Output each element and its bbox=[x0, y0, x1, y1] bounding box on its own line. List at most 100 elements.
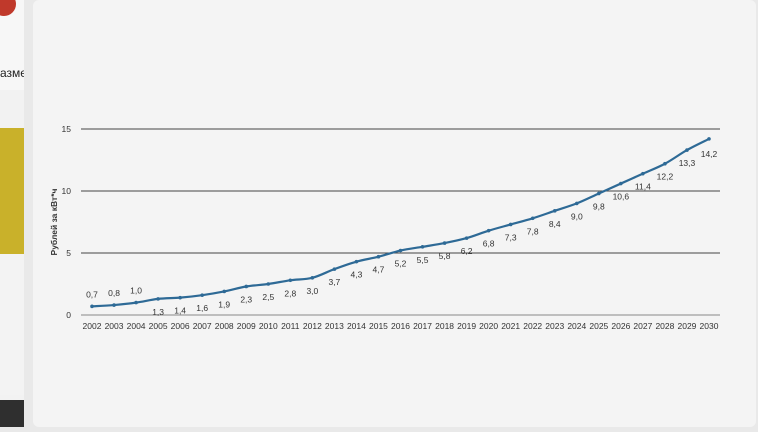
x-tick-label: 2011 bbox=[281, 321, 300, 331]
data-point bbox=[90, 304, 94, 309]
data-label: 3,0 bbox=[306, 286, 318, 296]
data-point bbox=[508, 222, 513, 227]
data-label: 1,3 bbox=[152, 307, 164, 317]
data-label: 7,8 bbox=[527, 226, 539, 236]
background-avatar bbox=[0, 0, 16, 16]
x-tick-label: 2023 bbox=[545, 321, 564, 331]
data-label: 6,2 bbox=[461, 246, 473, 256]
data-point bbox=[685, 148, 689, 152]
y-tick-label: 10 bbox=[62, 186, 72, 196]
x-tick-label: 2018 bbox=[435, 321, 454, 331]
y-tick-label: 5 bbox=[66, 248, 71, 258]
data-point bbox=[156, 297, 160, 301]
data-point bbox=[420, 245, 425, 249]
background-yellow-block bbox=[0, 128, 24, 254]
data-point bbox=[112, 303, 116, 307]
data-point bbox=[619, 181, 623, 186]
data-point bbox=[222, 289, 227, 294]
data-label: 3,7 bbox=[328, 277, 340, 287]
y-tick-label: 0 bbox=[66, 310, 71, 320]
x-tick-label: 2029 bbox=[678, 321, 697, 331]
data-label: 0,7 bbox=[86, 289, 98, 299]
x-tick-label: 2020 bbox=[479, 321, 498, 331]
data-label: 13,3 bbox=[679, 158, 696, 168]
data-point bbox=[376, 254, 381, 259]
data-point bbox=[266, 282, 271, 286]
data-label: 10,6 bbox=[613, 192, 630, 202]
x-tick-label: 2004 bbox=[127, 321, 146, 331]
data-point bbox=[663, 161, 667, 166]
x-tick-label: 2013 bbox=[325, 321, 344, 331]
data-point bbox=[597, 191, 601, 196]
data-label: 8,4 bbox=[549, 219, 561, 229]
x-tick-label: 2014 bbox=[347, 321, 366, 331]
data-label: 5,2 bbox=[395, 259, 407, 269]
data-point bbox=[200, 293, 204, 297]
x-tick-label: 2027 bbox=[633, 321, 652, 331]
x-tick-label: 2002 bbox=[83, 321, 102, 331]
background-text-fragment: азме bbox=[0, 66, 24, 80]
data-label: 0,8 bbox=[108, 288, 120, 298]
x-tick-label: 2019 bbox=[457, 321, 476, 331]
data-label: 2,8 bbox=[284, 288, 296, 298]
data-point bbox=[310, 276, 315, 280]
data-point bbox=[486, 228, 491, 233]
data-label: 11,4 bbox=[635, 182, 651, 192]
data-label: 7,3 bbox=[505, 232, 517, 242]
x-tick-label: 2003 bbox=[105, 321, 124, 331]
data-point bbox=[288, 278, 293, 283]
data-point bbox=[707, 137, 711, 141]
x-tick-label: 2008 bbox=[215, 321, 234, 331]
y-tick-label: 15 bbox=[62, 124, 72, 134]
data-label: 9,8 bbox=[593, 201, 605, 211]
x-tick-label: 2024 bbox=[567, 321, 586, 331]
x-tick-label: 2022 bbox=[523, 321, 542, 331]
series-line bbox=[91, 137, 710, 308]
data-point bbox=[134, 300, 138, 305]
x-tick-label: 2030 bbox=[700, 321, 719, 331]
data-label: 2,3 bbox=[240, 294, 252, 304]
x-tick-label: 2015 bbox=[369, 321, 388, 331]
data-label: 9,0 bbox=[571, 211, 583, 221]
data-point bbox=[354, 259, 359, 264]
data-label: 1,0 bbox=[130, 286, 142, 296]
data-label: 12,2 bbox=[657, 172, 674, 182]
data-label: 4,7 bbox=[373, 265, 385, 275]
data-point bbox=[552, 209, 557, 213]
data-label: 14,2 bbox=[701, 149, 718, 159]
data-point bbox=[178, 295, 182, 300]
data-label: 6,8 bbox=[483, 239, 495, 249]
data-label: 4,3 bbox=[351, 270, 363, 280]
data-point bbox=[244, 284, 249, 289]
y-axis-label: Рублей за кВт*ч bbox=[49, 188, 59, 255]
data-point bbox=[464, 236, 469, 240]
x-tick-label: 2016 bbox=[391, 321, 410, 331]
background-table-block bbox=[0, 260, 24, 395]
background-dark-block bbox=[0, 400, 24, 427]
data-point bbox=[332, 267, 337, 271]
data-point bbox=[398, 248, 403, 253]
chart-card: 0 5 10 15 2002 2003 2004 2005 2006 2007 2008 2009 20… bbox=[33, 0, 756, 427]
x-tick-label: 2017 bbox=[413, 321, 432, 331]
data-label: 1,6 bbox=[196, 303, 208, 313]
x-tick-label: 2007 bbox=[193, 321, 212, 331]
x-tick-label: 2005 bbox=[149, 321, 168, 331]
data-point bbox=[574, 201, 579, 206]
data-point bbox=[442, 241, 447, 245]
x-tick-label: 2021 bbox=[501, 321, 520, 331]
x-tick-label: 2025 bbox=[589, 321, 608, 331]
data-point bbox=[530, 216, 535, 221]
x-tick-label: 2028 bbox=[655, 321, 674, 331]
x-tick-label: 2006 bbox=[171, 321, 190, 331]
data-label: 5,5 bbox=[417, 255, 429, 265]
data-point bbox=[641, 171, 645, 176]
x-tick-label: 2012 bbox=[303, 321, 322, 331]
x-tick-label: 2010 bbox=[259, 321, 278, 331]
data-label: 1,4 bbox=[174, 306, 186, 316]
x-tick-label: 2026 bbox=[611, 321, 630, 331]
data-label: 5,8 bbox=[439, 251, 451, 261]
x-tick-label: 2009 bbox=[237, 321, 256, 331]
data-label: 1,9 bbox=[218, 299, 230, 309]
data-label: 2,5 bbox=[262, 292, 274, 302]
